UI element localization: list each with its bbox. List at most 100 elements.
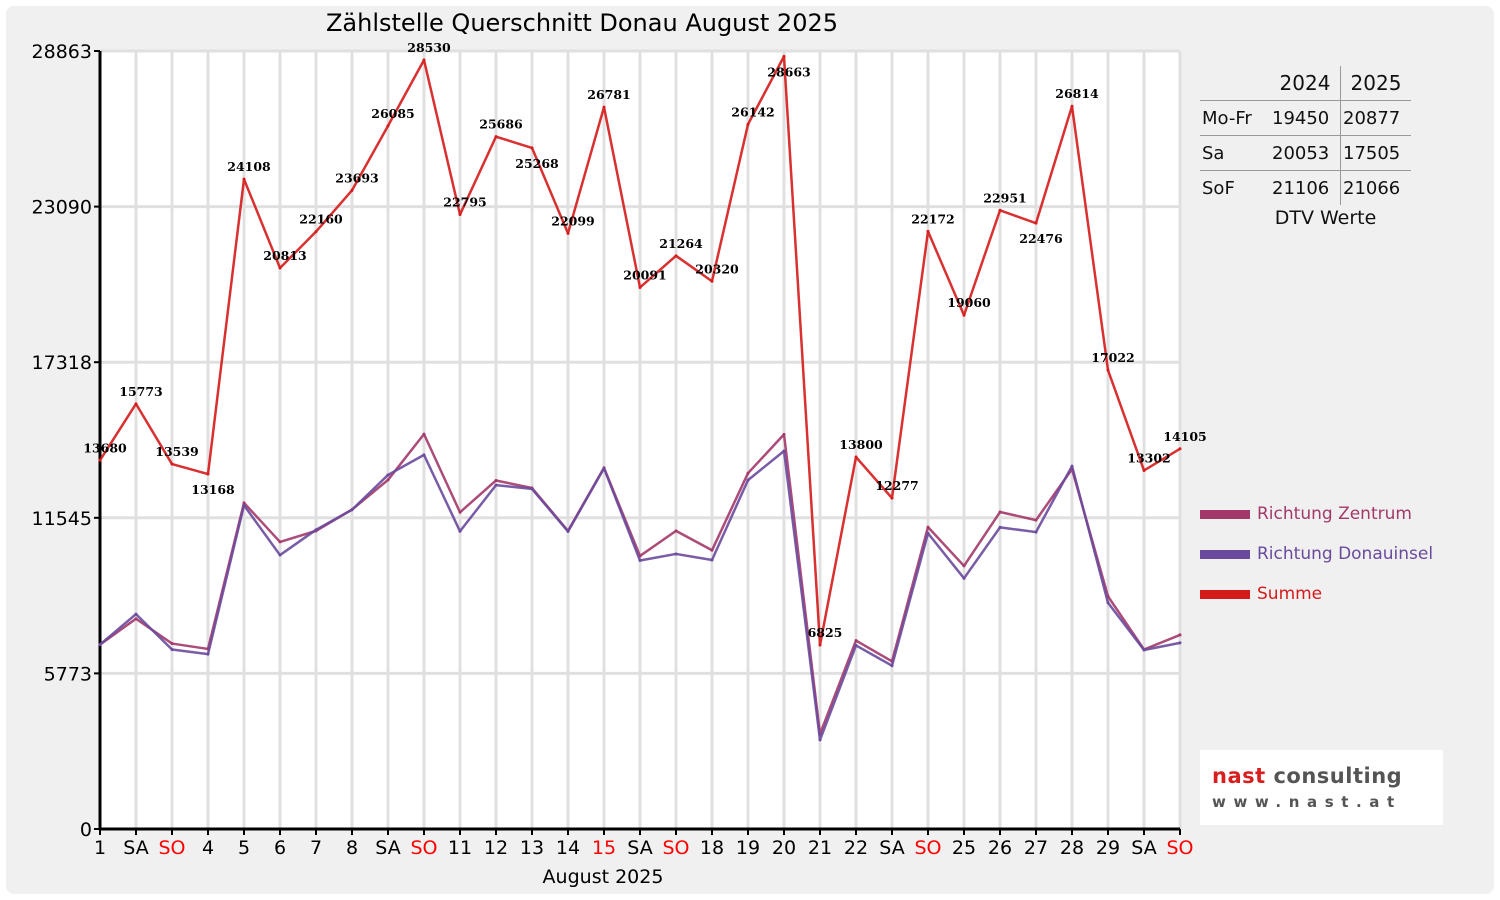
- data-point: [818, 643, 822, 647]
- data-point: [638, 285, 642, 289]
- data-point: [422, 432, 426, 436]
- data-point: [458, 213, 462, 217]
- data-point: [638, 559, 642, 563]
- x-tick-label: 28: [1060, 837, 1084, 859]
- data-point: [566, 231, 570, 235]
- legend: Richtung Zentrum Richtung Donauinsel Sum…: [1200, 494, 1433, 614]
- data-label: 22172: [911, 211, 955, 226]
- x-tick-label: 15: [592, 837, 616, 859]
- data-label: 12277: [875, 478, 919, 493]
- data-point: [494, 135, 498, 139]
- data-point: [566, 529, 570, 533]
- x-tick-label: 25: [952, 837, 976, 859]
- y-tick-label: 28863: [32, 41, 92, 63]
- data-point: [746, 478, 750, 482]
- data-point: [1106, 601, 1110, 605]
- x-tick-label: 29: [1096, 837, 1120, 859]
- data-point: [458, 510, 462, 514]
- data-label: 22160: [299, 212, 343, 227]
- x-tick-label: SA: [627, 837, 652, 859]
- data-point: [206, 652, 210, 656]
- data-point: [746, 471, 750, 475]
- data-point: [854, 643, 858, 647]
- data-label: 20091: [623, 267, 667, 282]
- data-point: [350, 508, 354, 512]
- data-point: [242, 177, 246, 181]
- dtv-value: 21106: [1270, 170, 1341, 205]
- data-point: [1106, 368, 1110, 372]
- x-tick-label: 20: [772, 837, 796, 859]
- data-point: [1034, 518, 1038, 522]
- data-point: [926, 531, 930, 535]
- x-tick-label: 18: [700, 837, 724, 859]
- data-label: 22795: [443, 195, 487, 210]
- data-point: [1178, 641, 1182, 645]
- data-label: 13168: [191, 482, 235, 497]
- data-label: 22951: [983, 190, 1027, 205]
- x-tick-label: 27: [1024, 837, 1048, 859]
- data-label: 17022: [1091, 350, 1135, 365]
- data-point: [1178, 447, 1182, 451]
- data-point: [710, 279, 714, 283]
- dtv-header-2025: 2025: [1350, 71, 1402, 95]
- x-tick-label: SO: [914, 837, 941, 859]
- dtv-value: 17505: [1340, 135, 1411, 171]
- data-point: [242, 503, 246, 507]
- data-point: [314, 230, 318, 234]
- data-label: 22476: [1019, 231, 1063, 246]
- data-point: [386, 124, 390, 128]
- data-label: 28663: [767, 64, 811, 79]
- x-tick-label: 14: [556, 837, 580, 859]
- x-tick-label: 1: [94, 837, 106, 859]
- data-label: 19060: [947, 295, 991, 310]
- x-tick-label: SO: [410, 837, 437, 859]
- data-point: [350, 188, 354, 192]
- data-point: [170, 648, 174, 652]
- data-label: 26814: [1055, 86, 1099, 101]
- y-tick-label: 0: [80, 819, 92, 841]
- data-point: [602, 105, 606, 109]
- chart-title: Zählstelle Querschnitt Donau August 2025: [326, 9, 838, 37]
- x-tick-label: 12: [484, 837, 508, 859]
- data-point: [386, 473, 390, 477]
- legend-label: Richtung Donauinsel: [1257, 544, 1434, 564]
- data-label: 26142: [731, 104, 775, 119]
- data-label: 20813: [263, 248, 307, 263]
- dtv-value: 21066: [1340, 170, 1411, 205]
- legend-swatch: [1200, 589, 1250, 599]
- data-point: [242, 501, 246, 505]
- data-label: 25686: [479, 117, 523, 132]
- data-point: [1142, 648, 1146, 652]
- dtv-caption: DTV Werte: [1274, 207, 1377, 229]
- data-point: [926, 229, 930, 233]
- x-tick-label: 7: [310, 837, 322, 859]
- data-point: [170, 462, 174, 466]
- data-point: [674, 529, 678, 533]
- x-tick-label: SO: [662, 837, 689, 859]
- data-point: [494, 478, 498, 482]
- dtv-table: 2024 2025 Mo-Fr 19450 20877 Sa 20053 17505 S…: [1200, 66, 1411, 229]
- x-tick-label: 21: [808, 837, 832, 859]
- legend-item-donauinsel: Richtung Donauinsel: [1200, 534, 1433, 574]
- dtv-row-label: SoF: [1200, 170, 1270, 205]
- data-point: [134, 617, 138, 621]
- data-point: [98, 643, 102, 647]
- dtv-row-label: Sa: [1200, 135, 1270, 171]
- data-point: [530, 487, 534, 491]
- x-tick-label: 26: [988, 837, 1012, 859]
- dtv-header-2024: 2024: [1270, 66, 1341, 101]
- logo-text: nast: [1212, 764, 1266, 788]
- data-point: [854, 455, 858, 459]
- data-label: 20320: [695, 261, 739, 276]
- legend-swatch: [1200, 549, 1250, 559]
- legend-label: Richtung Zentrum: [1257, 504, 1412, 524]
- nast-consulting-logo: nast consulting www.nast.at: [1200, 750, 1443, 825]
- x-tick-label: 11: [448, 837, 472, 859]
- x-tick-label: 4: [202, 837, 214, 859]
- data-point: [314, 528, 318, 532]
- data-point: [1178, 633, 1182, 637]
- data-point: [962, 564, 966, 568]
- data-point: [1142, 468, 1146, 472]
- dtv-corner: [1200, 66, 1270, 101]
